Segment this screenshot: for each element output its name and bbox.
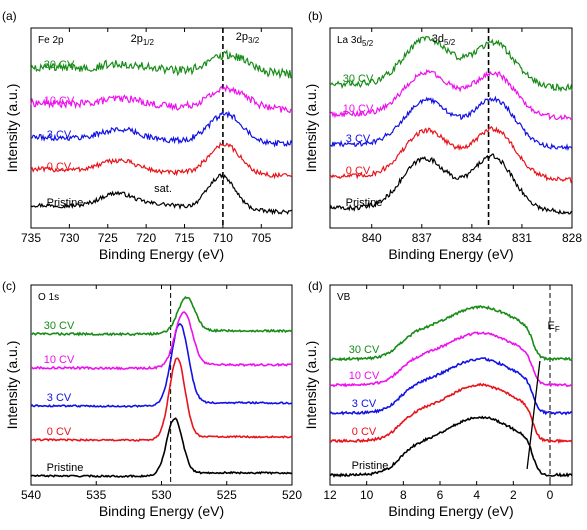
series-line [329, 331, 573, 388]
y-axis-label: Intensity (a.u.) [4, 84, 20, 173]
annotation: 2p3/2 [236, 31, 260, 45]
y-axis-label: Intensity (a.u.) [4, 341, 20, 430]
series-label: 10 CV [44, 354, 75, 366]
panel-letter: (b) [308, 9, 323, 23]
series-label: 10 CV [349, 370, 380, 382]
panel-c: 540 535 530 525 520 Binding Energy (eV) Intens… [2, 279, 302, 519]
series-line [30, 322, 293, 408]
x-tick-label: 828 [562, 231, 582, 245]
x-tick-label: 6 [437, 488, 444, 502]
series-line [30, 417, 293, 479]
series-line [30, 311, 293, 371]
x-tick-label: 834 [462, 231, 482, 245]
panel-tag: Fe 2p [38, 35, 64, 46]
series-label: 30 CV [349, 344, 380, 356]
series-label: 30 CV [343, 73, 374, 85]
series-label: 10 CV [343, 103, 374, 115]
series-line [329, 305, 573, 362]
series-line [31, 357, 293, 442]
panel-tag: O 1s [38, 292, 59, 303]
panel-letter: (d) [308, 279, 323, 293]
series-line [329, 35, 573, 93]
series-line [329, 68, 572, 121]
series-label: 0 CV [352, 426, 377, 438]
series-line [329, 153, 573, 215]
panel-tag: La 3d5/2 [337, 35, 374, 48]
x-tick-label: 2 [510, 488, 517, 502]
x-axis-label: Binding Energy (eV) [388, 503, 513, 519]
series-label: Pristine [352, 460, 389, 472]
annotation: 2p1/2 [131, 33, 155, 47]
series-line [30, 84, 293, 114]
x-tick-label: 10 [360, 488, 374, 502]
annotation: sat. [154, 183, 172, 195]
series-line [30, 172, 293, 216]
series-label: 3 CV [47, 129, 72, 141]
series-label: 30 CV [44, 320, 75, 332]
annotation: 3d5/2 [432, 33, 456, 47]
x-tick-label: 12 [323, 488, 337, 502]
x-tick-label: 530 [151, 488, 171, 502]
series-label: 0 CV [346, 165, 371, 177]
series-line [329, 357, 573, 416]
x-tick-label: 4 [473, 488, 480, 502]
series-line [329, 415, 573, 478]
series-label: Pristine [346, 197, 383, 209]
plot-frame [30, 27, 293, 229]
series-label: 3 CV [352, 398, 377, 410]
series-line [329, 125, 573, 184]
series-label: 10 CV [44, 95, 75, 107]
x-tick-label: 831 [512, 231, 532, 245]
y-axis-label: Intensity (a.u.) [303, 84, 319, 173]
series-line [329, 382, 573, 444]
plot-frame [30, 284, 293, 486]
panel-letter: (a) [2, 9, 17, 23]
series-label: 0 CV [47, 161, 72, 173]
series-line [30, 295, 293, 337]
x-axis-label: Binding Energy (eV) [99, 246, 224, 262]
annotation: EF [548, 320, 560, 334]
plot-frame [329, 27, 573, 229]
edge-extrapolation-line [526, 360, 541, 470]
series-label: 30 CV [44, 59, 75, 71]
series-line [30, 110, 293, 148]
x-tick-label: 730 [59, 231, 79, 245]
y-axis-label: Intensity (a.u.) [303, 341, 319, 430]
series-label: Pristine [47, 462, 84, 474]
series-line [329, 95, 573, 152]
x-tick-label: 535 [86, 488, 106, 502]
x-tick-label: 8 [400, 488, 407, 502]
x-tick-label: 540 [21, 488, 41, 502]
x-tick-label: 520 [282, 488, 302, 502]
panel-letter: (c) [2, 279, 16, 293]
panel-tag: VB [337, 292, 351, 303]
series-label: 3 CV [47, 392, 72, 404]
x-tick-label: 0 [547, 488, 554, 502]
x-tick-label: 715 [175, 231, 195, 245]
x-tick-label: 725 [98, 231, 118, 245]
series-label: 3 CV [346, 133, 371, 145]
x-tick-label: 735 [21, 231, 41, 245]
series-line [30, 141, 293, 180]
series-label: 0 CV [47, 426, 72, 438]
x-tick-label: 710 [213, 231, 233, 245]
x-tick-label: 840 [362, 231, 382, 245]
x-tick-label: 720 [136, 231, 156, 245]
panel-b: 840 837 834 831 828 Binding Energy (eV) Intens… [303, 9, 582, 262]
panel-a: 735 730 725 720 715 710 705 Binding Energy (eV)… [2, 9, 293, 262]
series-label: Pristine [47, 197, 84, 209]
x-tick-label: 837 [412, 231, 432, 245]
x-axis-label: Binding Energy (eV) [99, 503, 224, 519]
x-axis-label: Binding Energy (eV) [388, 246, 513, 262]
panel-d: 12 10 8 6 4 2 0 Binding Energy (eV) Intensity (a… [303, 279, 573, 519]
x-tick-label: 525 [217, 488, 237, 502]
series-line [30, 49, 293, 80]
x-tick-label: 705 [251, 231, 271, 245]
